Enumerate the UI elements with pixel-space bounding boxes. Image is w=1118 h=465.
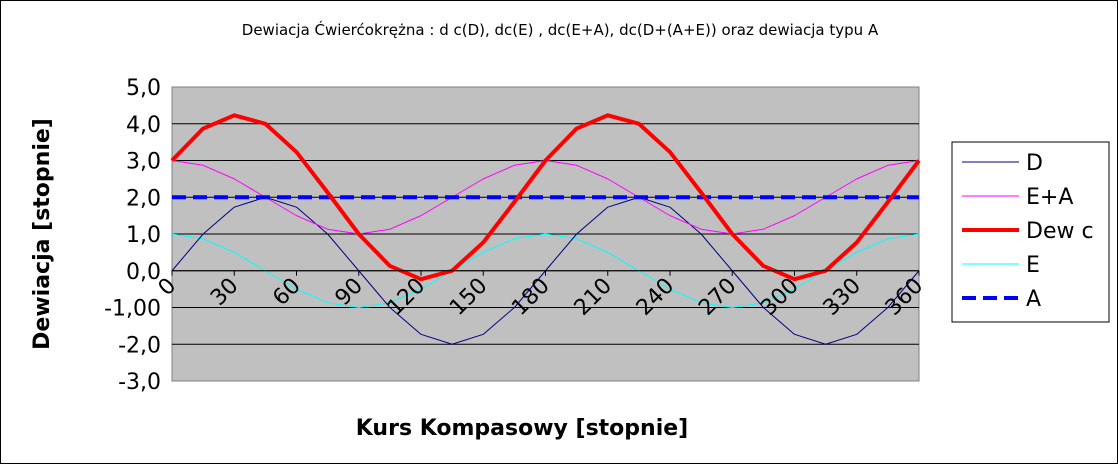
x-axis-label: Kurs Kompasowy [stopnie]	[356, 416, 688, 441]
series-line-e	[171, 233, 920, 308]
y-tick-label: 2,0	[126, 186, 161, 211]
chart-title: Dewiacja Ćwierćokrężna : d c(D), dc(E) ,…	[242, 20, 879, 39]
y-tick-label: -2,0	[118, 333, 161, 358]
y-tick-label: 3,0	[126, 150, 161, 175]
y-tick-label: 1,0	[126, 223, 161, 248]
legend-label: E+A	[1026, 185, 1073, 210]
legend-label: Dew c	[1026, 219, 1094, 244]
legend-label: E	[1026, 253, 1040, 278]
legend: D E+A Dew c EA	[951, 141, 1110, 323]
y-tick-label: 0,0	[126, 260, 161, 285]
series-layer	[170, 113, 921, 345]
y-tick-label: 5,0	[126, 76, 161, 101]
y-tick-label: -3,0	[118, 370, 161, 395]
legend-label: D	[1026, 151, 1043, 176]
y-tick-label: -1,00	[104, 297, 161, 322]
y-tick-label: 4,0	[126, 113, 161, 138]
legend-label: A	[1026, 287, 1041, 312]
y-axis-ticks: -3,0 -2,0 -1,00 0,0 1,0 2,0 3,0 4,0 5,0	[104, 76, 161, 395]
y-axis-label: Dewiacja [stopnie]	[30, 118, 55, 350]
series-line-dew-c	[170, 113, 921, 282]
